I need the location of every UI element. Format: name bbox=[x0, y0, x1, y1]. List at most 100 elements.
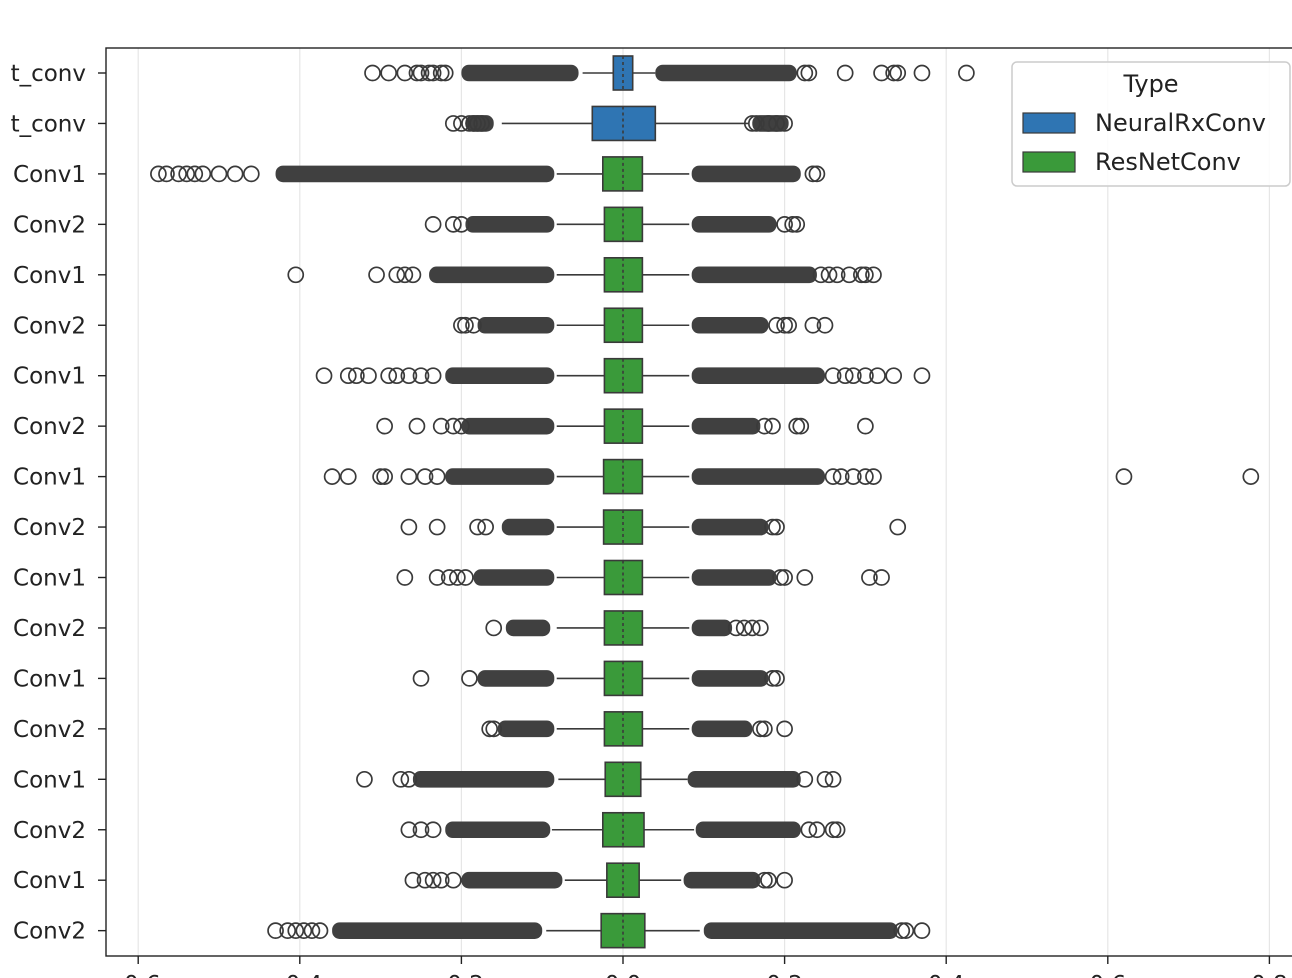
box-row bbox=[412, 660, 785, 697]
outlier-point bbox=[804, 316, 822, 334]
outlier-point bbox=[861, 569, 878, 586]
outlier-point bbox=[428, 569, 446, 586]
box bbox=[602, 509, 644, 545]
x-tick-label: -0.2 bbox=[439, 972, 484, 978]
outlier-point bbox=[323, 468, 341, 485]
x-tick-label: 0.2 bbox=[766, 972, 803, 978]
box bbox=[600, 912, 646, 949]
outlier-point bbox=[194, 165, 212, 183]
outlier-point bbox=[824, 821, 842, 839]
outlier-band bbox=[445, 367, 555, 384]
legend-swatch-neuralrxconv bbox=[1022, 112, 1076, 134]
outlier-point bbox=[461, 115, 478, 132]
outlier-point bbox=[776, 316, 793, 334]
outlier-band bbox=[691, 316, 769, 334]
outlier-point bbox=[436, 64, 454, 82]
y-tick-label: Conv2 bbox=[13, 313, 86, 339]
box-row bbox=[453, 307, 834, 344]
outlier-point bbox=[844, 367, 862, 385]
outlier-point bbox=[873, 569, 890, 586]
box bbox=[603, 610, 644, 646]
outlier-point bbox=[400, 821, 418, 839]
x-tick-label: 0.4 bbox=[928, 972, 965, 978]
outlier-point bbox=[869, 367, 886, 385]
y-tick-label: Conv1 bbox=[13, 162, 86, 188]
outlier-point bbox=[388, 266, 406, 284]
y-tick-label: Conv2 bbox=[13, 818, 86, 844]
outlier-band bbox=[445, 821, 551, 839]
outlier-point bbox=[727, 619, 745, 637]
outlier-point bbox=[396, 266, 414, 284]
outlier-point bbox=[735, 619, 753, 637]
outlier-point bbox=[170, 165, 187, 183]
box-row bbox=[364, 55, 975, 91]
outlier-point bbox=[412, 367, 430, 385]
outlier-point bbox=[816, 770, 834, 788]
outlier-point bbox=[743, 619, 761, 637]
outlier-point bbox=[408, 417, 426, 435]
outlier-band bbox=[691, 266, 817, 284]
outlier-point bbox=[424, 871, 442, 889]
outlier-point bbox=[760, 871, 777, 889]
outlier-point bbox=[824, 367, 842, 385]
outlier-point bbox=[408, 64, 426, 82]
outlier-point bbox=[913, 367, 931, 385]
outlier-point bbox=[893, 922, 911, 940]
outlier-point bbox=[1115, 468, 1133, 485]
outlier-point bbox=[400, 518, 418, 536]
box-row bbox=[485, 610, 769, 646]
x-tick-labels: -0.6 -0.4 -0.2 0.0 0.2 0.4 0.6 0.8 bbox=[116, 956, 1288, 978]
outlier-point bbox=[776, 115, 793, 132]
outlier-point bbox=[432, 417, 450, 435]
outlier-band bbox=[465, 115, 494, 132]
outlier-band bbox=[703, 922, 898, 939]
outlier-band bbox=[429, 266, 555, 284]
outlier-point bbox=[485, 720, 503, 738]
outlier-band bbox=[477, 316, 555, 334]
outlier-band bbox=[412, 771, 555, 788]
outlier-point bbox=[376, 417, 393, 435]
y-tick-label: Conv1 bbox=[13, 566, 86, 592]
outlier-point bbox=[400, 367, 418, 385]
outlier-point bbox=[788, 417, 806, 435]
outlier-band bbox=[691, 417, 761, 435]
outlier-point bbox=[889, 64, 907, 82]
outlier-band bbox=[461, 64, 579, 82]
box bbox=[603, 559, 644, 596]
box bbox=[603, 206, 644, 243]
legend-title: Type bbox=[1122, 70, 1178, 98]
outlier-band bbox=[332, 922, 543, 939]
outlier-band bbox=[505, 619, 551, 637]
box-row bbox=[444, 105, 793, 142]
outlier-point bbox=[178, 165, 196, 183]
y-tick-label: Conv1 bbox=[13, 868, 86, 894]
outlier-point bbox=[844, 468, 862, 485]
outlier-point bbox=[857, 468, 874, 485]
outlier-point bbox=[412, 821, 430, 839]
outlier-point bbox=[444, 417, 462, 435]
outlier-point bbox=[457, 316, 474, 334]
outlier-point bbox=[828, 821, 846, 839]
outlier-point bbox=[788, 216, 806, 233]
outlier-band bbox=[691, 367, 825, 384]
y-tick-label: t_conv bbox=[11, 111, 86, 137]
outlier-point bbox=[764, 518, 781, 536]
outlier-point bbox=[295, 922, 313, 940]
outlier-point bbox=[461, 670, 478, 687]
legend-label-neuralrxconv: NeuralRxConv bbox=[1095, 109, 1266, 137]
outlier-point bbox=[747, 115, 765, 132]
outlier-point bbox=[897, 922, 915, 940]
plot-frame bbox=[105, 47, 1292, 957]
x-tick-label: -0.6 bbox=[116, 972, 161, 978]
box-row bbox=[315, 357, 931, 394]
box-row bbox=[400, 509, 907, 545]
outlier-band bbox=[461, 417, 555, 435]
outlier-point bbox=[865, 266, 882, 284]
y-tick-label: Conv1 bbox=[13, 465, 86, 491]
outlier-point bbox=[469, 115, 486, 132]
outlier-band bbox=[497, 720, 555, 738]
box-row bbox=[287, 256, 882, 293]
box-row bbox=[400, 811, 846, 848]
outlier-band bbox=[691, 165, 801, 183]
outlier-point bbox=[392, 770, 410, 788]
